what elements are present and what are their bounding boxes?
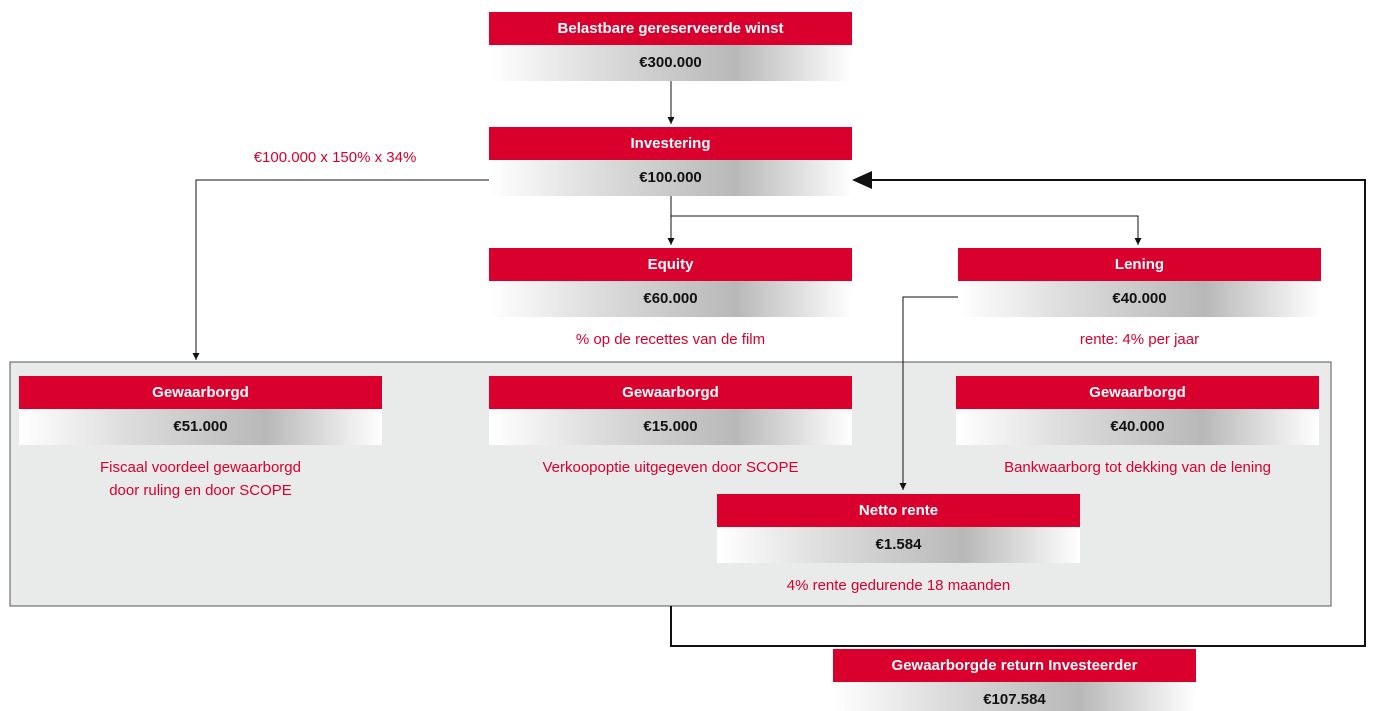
- node-value: €40.000: [1110, 418, 1164, 435]
- node-value-band: [19, 409, 382, 445]
- node-value-band: [833, 682, 1196, 711]
- node-title: Gewaarborgde return Investeerder: [892, 657, 1138, 674]
- node-title: Netto rente: [859, 502, 938, 519]
- node-title: Investering: [630, 135, 710, 152]
- connectors: [192, 80, 1142, 490]
- node-title: Belastbare gereserveerde winst: [558, 20, 784, 37]
- node-value-band: [717, 527, 1080, 563]
- node-note: Bankwaarborg tot dekking van de lening: [1004, 459, 1271, 476]
- node-header: [489, 127, 852, 160]
- node-value: €40.000: [1112, 290, 1166, 307]
- arrow-head: [852, 171, 872, 189]
- node-header: [717, 494, 1080, 527]
- node-note: rente: 4% per jaar: [1080, 331, 1199, 348]
- node-note: 4% rente gedurende 18 maanden: [787, 577, 1011, 594]
- node-note: door ruling en door SCOPE: [109, 482, 292, 499]
- node-note: Fiscaal voordeel gewaarborgd: [100, 459, 301, 476]
- node-value-band: [489, 160, 852, 196]
- node-header: [19, 376, 382, 409]
- node-value: €60.000: [643, 290, 697, 307]
- node-title: Gewaarborgd: [1089, 384, 1186, 401]
- node-value-band: [489, 281, 852, 317]
- node-value-band: [956, 409, 1319, 445]
- node-value: €300.000: [639, 54, 702, 71]
- node-value: €107.584: [983, 691, 1046, 708]
- annotation: €100.000 x 150% x 34%: [254, 149, 417, 166]
- node-title: Lening: [1115, 256, 1164, 273]
- node-note: Verkoopoptie uitgegeven door SCOPE: [542, 459, 798, 476]
- node-value-band: [489, 45, 852, 81]
- node-note: % op de recettes van de film: [576, 331, 765, 348]
- return-loop: [670, 175, 1366, 647]
- node-value-band: [958, 281, 1321, 317]
- node-header: [956, 376, 1319, 409]
- node-title: Gewaarborgd: [152, 384, 249, 401]
- node-title: Equity: [648, 256, 694, 273]
- node-header: [489, 376, 852, 409]
- node-value: €51.000: [173, 418, 227, 435]
- node-value: €100.000: [639, 169, 702, 186]
- node-header: [489, 248, 852, 281]
- node-value: €1.584: [876, 536, 923, 553]
- node-header: [958, 248, 1321, 281]
- node-value-band: [489, 409, 852, 445]
- node-header: [833, 649, 1196, 682]
- node-title: Gewaarborgd: [622, 384, 719, 401]
- node-value: €15.000: [643, 418, 697, 435]
- node-header: [489, 12, 852, 45]
